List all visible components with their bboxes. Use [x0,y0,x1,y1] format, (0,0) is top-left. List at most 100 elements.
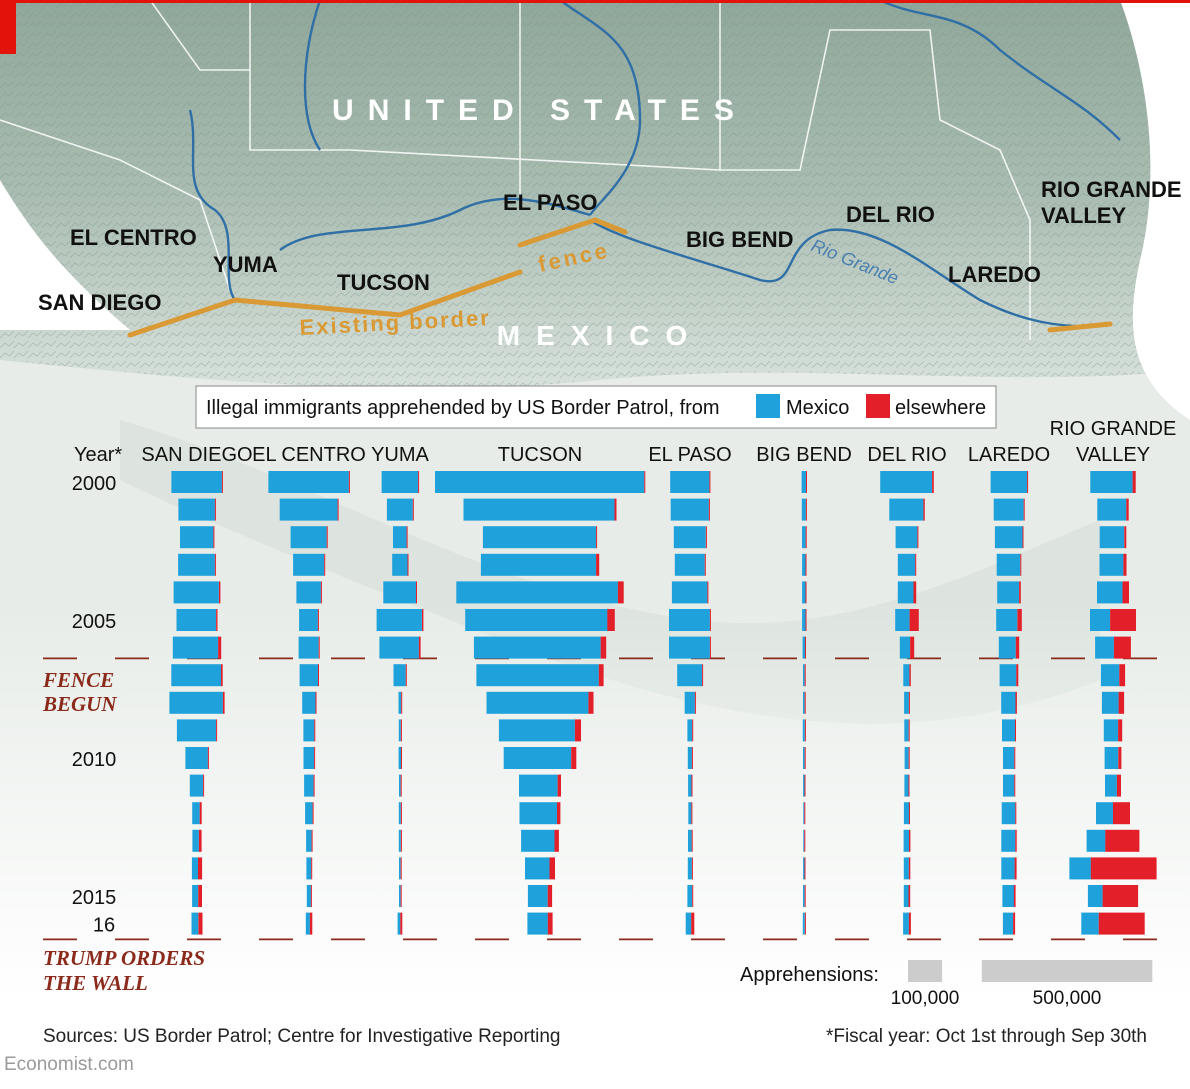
state-borders [0,0,1031,340]
river-upper [303,0,322,151]
bar-mexico [1003,747,1015,769]
bar-mexico [498,719,575,742]
bar-mexico [185,747,208,769]
chart: Year* SAN DIEGO EL CENTRO YUMA TUCSON EL PAS… [42,418,1176,995]
bar-elsewhere [1013,885,1016,907]
bar-elsewhere [709,471,711,493]
scale-key: Apprehensions: 100,000 500,000 [740,960,1153,1009]
bar-mexico [306,885,311,907]
bar-mexico [521,829,555,852]
bar-mexico [1097,498,1127,521]
bar-elsewhere [804,664,806,687]
sector-header: YUMA [371,444,429,466]
bar-elsewhere [702,664,704,687]
sources-text: Sources: US Border Patrol; Centre for In… [43,1026,560,1047]
bar-elsewhere [219,581,221,604]
sector-label-yuma: YUMA [213,252,278,277]
bar-mexico [1086,829,1106,852]
bar-mexico [990,471,1028,493]
bar-elsewhere [218,636,222,659]
sector-label-el-centro: EL CENTRO [70,225,197,250]
annotation-trump-line2: THE WALL [43,971,148,995]
bar-elsewhere [804,912,806,935]
bar-mexico [802,719,805,742]
bar-mexico [456,581,618,604]
bar-elsewhere [691,802,693,825]
country-us: UNITED STATES [332,94,748,127]
bar-elsewhere [804,885,806,907]
bar-mexico [398,691,402,714]
bar-elsewhere [198,829,202,852]
bar-elsewhere [1015,802,1017,825]
bar-mexico [880,471,932,493]
bar-mexico [525,857,550,880]
bar-mexico [503,747,572,769]
bar-mexico [1100,664,1120,687]
bar-elsewhere [1022,526,1024,549]
bar-elsewhere [557,802,561,825]
bar-elsewhere [401,747,402,769]
border-california [0,119,231,291]
bar-mexico [376,609,422,631]
sector-header: TUCSON [498,444,582,466]
legend-mexico-swatch [756,394,780,418]
bar-mexico [392,553,408,576]
bar-elsewhere [1014,774,1016,797]
bar-mexico [178,498,215,521]
bar-mexico [192,802,200,825]
bar-elsewhere [400,857,402,880]
year-tick-label: 2005 [72,611,117,633]
bar-elsewhere [1132,471,1136,493]
bar-mexico [997,581,1019,604]
bar-mexico [903,802,909,825]
bar-elsewhere [1118,691,1125,714]
red-river [879,0,1121,141]
bar-elsewhere [313,774,315,797]
bar-elsewhere [908,857,911,880]
scale-large-label: 500,000 [1033,988,1102,1009]
bar-mexico [302,691,316,714]
bar-mexico [1002,719,1015,742]
bar-mexico [306,829,312,852]
bar-mexico [482,526,597,549]
bar-elsewhere [547,912,553,935]
bar-elsewhere [691,857,693,880]
bar-elsewhere [707,581,709,604]
existing-fence [127,217,1113,338]
sector-header: RIO GRANDE [1050,418,1177,440]
bar-elsewhere [1123,553,1127,576]
bar-elsewhere [909,802,910,825]
bar-elsewhere [617,581,624,604]
bar-elsewhere [1014,857,1017,880]
bar-mexico [685,912,692,935]
bar-mexico [476,664,599,687]
bar-mexico [399,885,401,907]
bar-elsewhere [412,498,414,521]
bar-elsewhere [221,664,223,687]
bar-elsewhere [804,829,806,852]
bar-elsewhere [400,774,402,797]
bar-elsewhere [405,664,407,687]
bar-mexico [298,636,319,659]
bar-elsewhere [908,774,910,797]
bar-mexico [1001,691,1016,714]
bar-elsewhere [691,747,693,769]
brand-footer: Economist.com [4,1054,134,1075]
bar-elsewhere [311,829,313,852]
bar-mexico [802,609,806,631]
year-tick-labels: 2000 2005 2010 2015 16 [72,473,117,937]
bar-mexico [998,636,1016,659]
bar-elsewhere [221,471,223,493]
bar-mexico [1001,829,1016,852]
bar-mexico [527,912,548,935]
bar-elsewhere [309,912,313,935]
bar-elsewhere [317,609,319,631]
bar-elsewhere [314,747,316,769]
bar-elsewhere [407,553,409,576]
bar-elsewhere [314,719,316,742]
sector-label-valley: VALLEY [1041,203,1126,228]
bar-mexico [303,719,315,742]
bar-elsewhere [400,829,402,852]
bar-mexico [473,636,601,659]
bar-mexico [803,747,805,769]
